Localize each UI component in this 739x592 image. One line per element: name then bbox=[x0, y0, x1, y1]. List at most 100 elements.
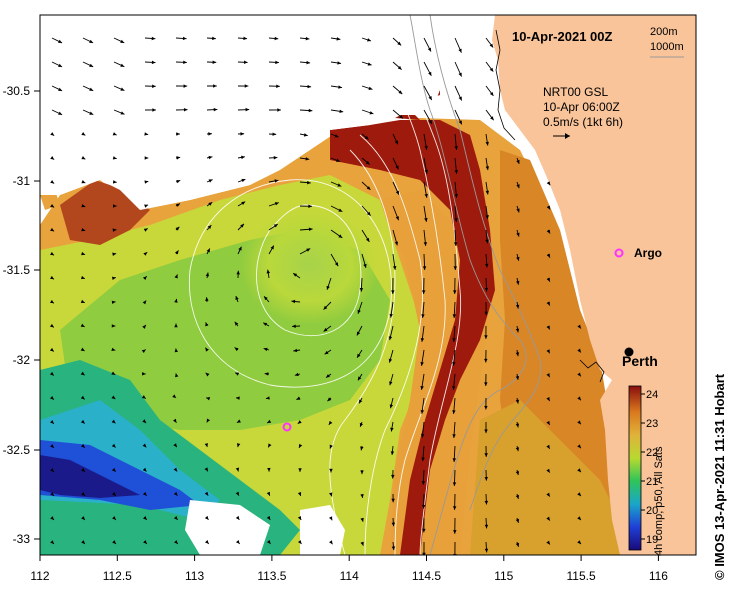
current-vector-head bbox=[206, 248, 210, 253]
current-vector-head bbox=[49, 275, 54, 280]
current-vector-head bbox=[270, 245, 274, 250]
current-vector-head bbox=[235, 540, 240, 544]
current-vector-head bbox=[243, 36, 248, 41]
current-vector-head bbox=[365, 237, 370, 242]
current-vector-head bbox=[264, 296, 268, 301]
current-vector-head bbox=[266, 269, 270, 274]
current-vector-head bbox=[49, 323, 54, 328]
current-vector-head bbox=[452, 482, 457, 486]
current-vector-head bbox=[266, 515, 271, 520]
current-vector-head bbox=[516, 256, 520, 261]
current-vector-head bbox=[334, 262, 339, 267]
current-vector-head bbox=[183, 108, 188, 112]
current-vector-head bbox=[81, 156, 86, 160]
current-vector-head bbox=[546, 540, 550, 545]
current-vector-head bbox=[50, 492, 54, 496]
current-vector-head bbox=[452, 410, 456, 414]
current-vector-head bbox=[49, 299, 54, 304]
current-vector-head bbox=[274, 36, 279, 41]
current-vector-head bbox=[234, 347, 239, 351]
current-vector-head bbox=[205, 372, 210, 377]
current-vector-head bbox=[50, 251, 55, 256]
current-vector-head bbox=[515, 304, 520, 309]
current-vector-head bbox=[264, 372, 269, 376]
current-vector-head bbox=[484, 429, 488, 434]
current-vector-head bbox=[205, 347, 209, 352]
current-vector-head bbox=[364, 135, 369, 140]
current-vector-head bbox=[241, 178, 246, 183]
current-info-line3: 0.5m/s (1kt 6h) bbox=[543, 115, 623, 129]
current-vector-head bbox=[399, 114, 404, 119]
current-vector-head bbox=[111, 371, 116, 375]
current-vector-head bbox=[484, 335, 488, 339]
current-vector-head bbox=[391, 546, 396, 551]
current-vector-head bbox=[144, 132, 149, 136]
current-vector-head bbox=[516, 208, 520, 213]
current-vector-head bbox=[329, 540, 333, 545]
current-vector-head bbox=[452, 338, 456, 342]
plot-frame bbox=[39, 14, 697, 556]
current-vector-head bbox=[366, 211, 371, 216]
current-vector-head bbox=[58, 87, 63, 91]
current-vector-head bbox=[89, 63, 94, 67]
current-vector-head bbox=[50, 468, 54, 472]
current-vector-head bbox=[516, 280, 520, 285]
current-vector-head bbox=[50, 156, 55, 160]
current-vector-head bbox=[390, 427, 394, 432]
perth-label: Perth bbox=[622, 353, 658, 369]
current-vector-head bbox=[236, 419, 241, 423]
current-vector-head bbox=[205, 272, 210, 277]
current-vector-head bbox=[428, 96, 432, 101]
current-vector-head bbox=[357, 353, 361, 358]
current-vector-head bbox=[274, 202, 279, 206]
current-vector-head bbox=[174, 540, 178, 544]
current-vector-head bbox=[292, 324, 296, 328]
current-vector-head bbox=[515, 471, 520, 476]
current-vector-head bbox=[394, 241, 399, 246]
current-vector-head bbox=[50, 444, 54, 448]
current-vector-head bbox=[484, 548, 489, 553]
x-tick-label: 115 bbox=[494, 569, 513, 583]
y-tick-label: -33 bbox=[13, 532, 31, 546]
current-vector-head bbox=[176, 132, 180, 136]
current-vector-head bbox=[577, 324, 581, 329]
current-vector-head bbox=[174, 298, 178, 303]
current-vector-head bbox=[80, 299, 85, 304]
current-vector-head bbox=[81, 468, 85, 472]
current-vector-head bbox=[294, 372, 299, 377]
current-vector-head bbox=[420, 410, 425, 414]
current-vector-head bbox=[81, 251, 86, 256]
current-vector-head bbox=[546, 516, 550, 521]
current-vector-head bbox=[142, 419, 147, 424]
current-vector-head bbox=[50, 420, 54, 424]
current-vector-head bbox=[324, 350, 329, 355]
argo-label: Argo bbox=[634, 246, 662, 260]
current-vector-head bbox=[420, 433, 425, 438]
current-vector-head bbox=[235, 467, 240, 472]
current-vector-head bbox=[421, 504, 426, 509]
current-vector-head bbox=[515, 447, 520, 452]
current-vector-head bbox=[515, 328, 520, 333]
current-vector-head bbox=[142, 443, 147, 448]
current-vector-head bbox=[546, 396, 550, 401]
current-vector-head bbox=[516, 232, 520, 237]
current-vector-head bbox=[337, 183, 342, 187]
current-vector-head bbox=[485, 263, 489, 268]
y-tick-label: -31 bbox=[13, 174, 31, 188]
depth-contours-grey bbox=[409, 15, 542, 555]
current-vector-head bbox=[80, 347, 85, 352]
current-vector-head bbox=[208, 179, 213, 183]
current-vector-head bbox=[421, 457, 425, 462]
current-vector-head bbox=[453, 530, 457, 534]
current-vector-head bbox=[389, 404, 394, 409]
current-vector-head bbox=[490, 116, 494, 121]
argo-float-icon bbox=[282, 422, 292, 432]
current-info-line2: 10-Apr 06:00Z bbox=[543, 100, 620, 114]
current-vector-head bbox=[263, 322, 268, 327]
current-vector-head bbox=[81, 540, 85, 544]
current-vector-head bbox=[49, 347, 54, 352]
current-vector-head bbox=[391, 522, 396, 527]
current-vector-head bbox=[489, 67, 494, 72]
current-vector-head bbox=[577, 468, 581, 473]
current-vector-head bbox=[173, 467, 178, 472]
